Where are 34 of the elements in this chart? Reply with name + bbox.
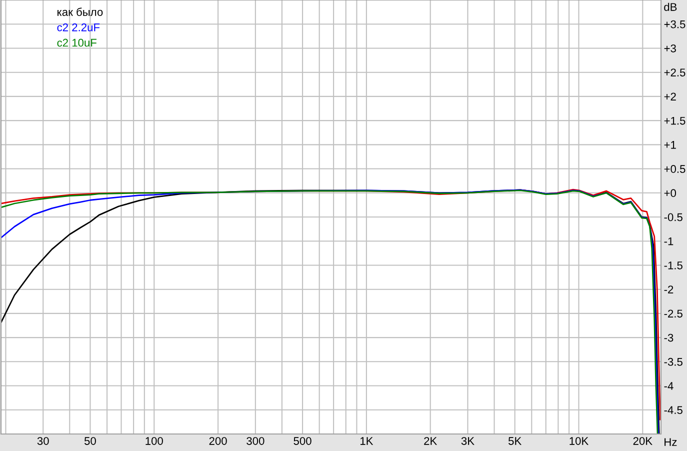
y-tick-label: -2 [664, 286, 674, 294]
x-tick-label: 300 [246, 437, 264, 445]
x-tick-label: 1K [360, 437, 374, 445]
y-tick-label: +2.5 [664, 68, 686, 76]
x-tick-label: 20K [633, 437, 652, 445]
x-tick-label: 500 [294, 437, 312, 445]
y-tick-label: -0.5 [664, 213, 682, 222]
y-tick-label: -1.5 [664, 262, 682, 270]
x-axis-title: Hz [664, 438, 677, 446]
y-tick-label: +2 [664, 92, 676, 100]
y-tick-label: -4.5 [664, 406, 682, 414]
y-tick-label: +3 [664, 44, 676, 52]
y-tick-label: -2.5 [664, 310, 682, 318]
x-tick-label: 30 [37, 437, 49, 445]
y-tick-label: -3.5 [664, 358, 682, 366]
x-tick-label: 50 [84, 437, 96, 445]
x-tick-label: 100 [146, 437, 163, 445]
x-tick-label: 10K [570, 437, 589, 445]
y-tick-label: -1 [664, 237, 674, 246]
y-tick-label: +0.5 [664, 165, 686, 173]
y-tick-label: +3.5 [664, 20, 686, 28]
x-tick-label: 200 [209, 437, 227, 445]
x-tick-label: 2K [424, 437, 438, 445]
text: c2 10uF [57, 38, 96, 47]
y-tick-label: -4 [664, 382, 674, 390]
y-tick-label: -3 [664, 334, 674, 342]
text: как было [58, 8, 103, 16]
y-axis-title: dB [664, 2, 677, 11]
x-tick-label: 5K [508, 437, 522, 445]
text: c2 2.2uF [57, 23, 100, 32]
y-tick-label: +0 [664, 189, 676, 198]
y-tick-label: +1 [664, 141, 676, 149]
y-tick-label: +1.5 [664, 116, 686, 125]
x-tick-label: 3K [461, 437, 474, 445]
